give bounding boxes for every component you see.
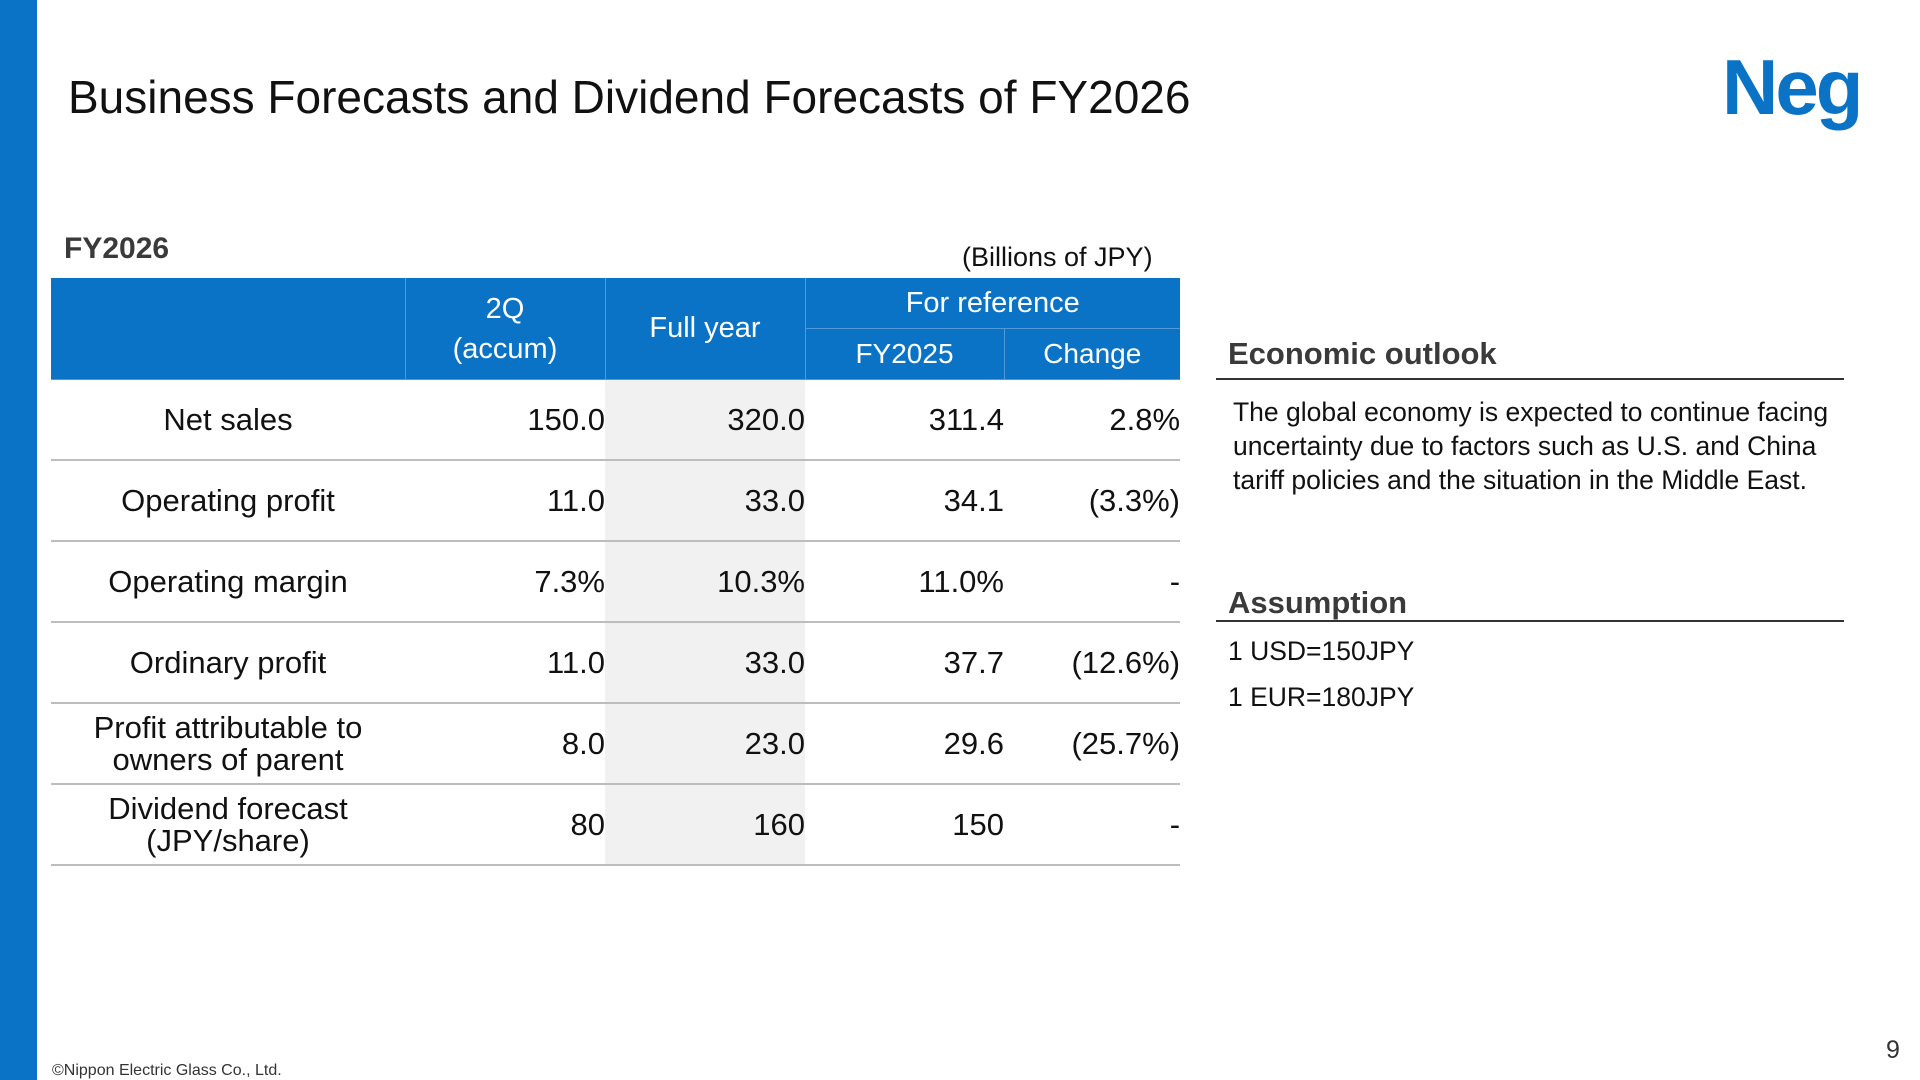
cell-fy2025: 311.4	[805, 379, 1004, 461]
row-label: Operating margin	[51, 541, 405, 623]
cell-2q: 80	[405, 784, 605, 866]
assumption-item: 1 USD=150JPY	[1228, 636, 1415, 666]
table-row: Net sales 150.0 320.0 311.4 2.8%	[51, 379, 1181, 461]
table-row: Operating profit 11.0 33.0 34.1 (3.3%)	[51, 460, 1181, 542]
cell-fy2025: 150	[805, 784, 1004, 866]
header-blank-cell	[51, 278, 406, 380]
table-section-label: FY2026	[64, 232, 170, 265]
row-label: Net sales	[51, 379, 405, 461]
cell-change: -	[1004, 541, 1181, 623]
header-2q-line1: 2Q	[485, 292, 525, 325]
forecast-table: 2Q (accum) Full year For reference FY202…	[51, 278, 1181, 866]
table-row: Ordinary profit 11.0 33.0 37.7 (12.6%)	[51, 622, 1181, 704]
assumption-title: Assumption	[1228, 585, 1408, 620]
economic-outlook-title: Economic outlook	[1228, 336, 1497, 371]
cell-fy2025: 11.0%	[805, 541, 1004, 623]
row-label: Profit attributable to owners of parent	[51, 703, 405, 785]
cell-2q: 11.0	[405, 460, 605, 542]
header-full-year: Full year	[605, 278, 806, 380]
assumption-item: 1 EUR=180JPY	[1228, 682, 1415, 712]
cell-2q: 150.0	[405, 379, 605, 461]
cell-fy2025: 37.7	[805, 622, 1004, 704]
neg-logo: Neg	[1722, 52, 1863, 131]
page-title: Business Forecasts and Dividend Forecast…	[68, 71, 1191, 123]
units-note: (Billions of JPY)	[962, 242, 1153, 272]
cell-change: (25.7%)	[1004, 703, 1181, 785]
cell-change: 2.8%	[1004, 379, 1181, 461]
header-2q-accum: 2Q (accum)	[405, 278, 606, 380]
header-fy2025: FY2025	[805, 328, 1005, 380]
economic-outlook-text: The global economy is expected to contin…	[1233, 397, 1829, 495]
cell-change: -	[1004, 784, 1181, 866]
row-label: Operating profit	[51, 460, 405, 542]
cell-2q: 11.0	[405, 622, 605, 704]
header-for-reference: For reference	[805, 278, 1181, 329]
svg-text:Neg: Neg	[1722, 52, 1860, 131]
cell-fy2025: 34.1	[805, 460, 1004, 542]
side-accent-bar	[0, 0, 37, 1080]
row-label-line1: Dividend forecast	[108, 790, 348, 826]
cell-full-year: 320.0	[605, 379, 805, 461]
cell-2q: 8.0	[405, 703, 605, 785]
table-row: Operating margin 7.3% 10.3% 11.0% -	[51, 541, 1181, 623]
row-label-line2: owners of parent	[112, 741, 344, 777]
cell-change: (12.6%)	[1004, 622, 1181, 704]
cell-full-year: 33.0	[605, 460, 805, 542]
table-row: Profit attributable to owners of parent …	[51, 703, 1181, 785]
cell-fy2025: 29.6	[805, 703, 1004, 785]
table-row: Dividend forecast (JPY/share) 80 160 150…	[51, 784, 1181, 866]
cell-full-year: 160	[605, 784, 805, 866]
header-2q-line2: (accum)	[452, 332, 558, 365]
row-label: Ordinary profit	[51, 622, 405, 704]
header-change: Change	[1004, 328, 1181, 380]
cell-2q: 7.3%	[405, 541, 605, 623]
row-label-line1: Profit attributable to	[93, 709, 363, 745]
row-label-line2: (JPY/share)	[146, 822, 310, 858]
row-label: Dividend forecast (JPY/share)	[51, 784, 405, 866]
copyright-text: ©Nippon Electric Glass Co., Ltd.	[52, 1062, 282, 1079]
cell-full-year: 33.0	[605, 622, 805, 704]
cell-full-year: 23.0	[605, 703, 805, 785]
cell-full-year: 10.3%	[605, 541, 805, 623]
cell-change: (3.3%)	[1004, 460, 1181, 542]
assumption-divider	[1216, 620, 1844, 622]
outlook-divider	[1216, 378, 1844, 380]
page-number: 9	[1886, 1036, 1900, 1064]
